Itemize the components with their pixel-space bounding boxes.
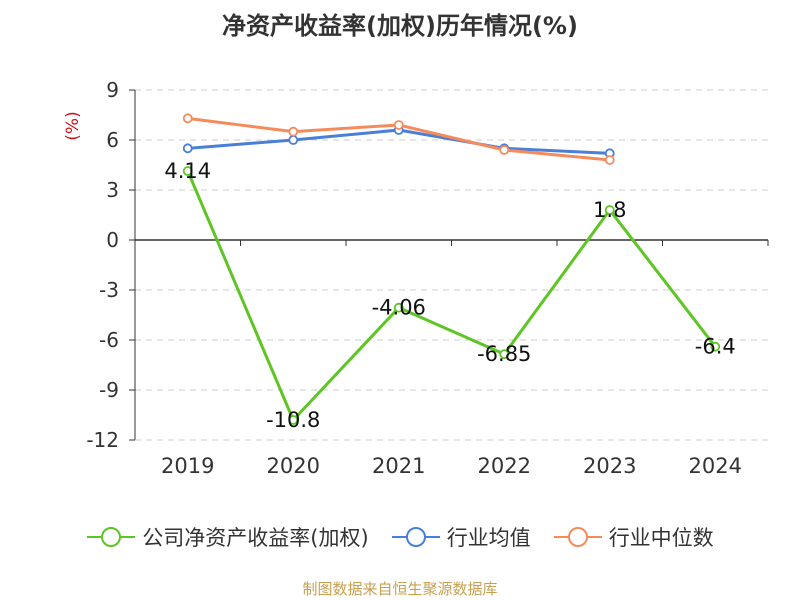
legend-marker-icon: [553, 527, 602, 547]
legend-label: 行业均值: [446, 526, 531, 550]
data-point: [288, 126, 299, 137]
x-tick-label: 2021: [372, 454, 425, 478]
data-point: [393, 302, 404, 313]
y-tick-label: 3: [106, 178, 119, 202]
data-point: [288, 135, 299, 145]
y-tick-label: 9: [106, 78, 119, 102]
data-point: [288, 415, 299, 425]
legend-item[interactable]: 行业均值: [391, 522, 531, 552]
data-point: [710, 341, 721, 352]
y-tick-label: 6: [106, 128, 119, 152]
data-label: 1.8: [593, 198, 626, 222]
y-axis-label: (%): [63, 111, 83, 140]
y-tick-label: -9: [99, 378, 119, 402]
x-tick-label: 2022: [478, 454, 531, 478]
x-tick-label: 2019: [161, 454, 214, 478]
x-tick-label: 2020: [267, 454, 320, 478]
x-tick-label: 2024: [689, 454, 742, 478]
data-point: [393, 120, 404, 130]
data-point: [499, 349, 510, 360]
data-point: [182, 166, 193, 176]
data-point: [182, 113, 193, 124]
data-point: [182, 143, 193, 154]
legend-label: 公司净资产收益率(加权): [142, 526, 369, 550]
data-point: [604, 155, 615, 165]
legend: 公司净资产收益率(加权) 行业均值 行业中位数: [0, 522, 800, 552]
series-line: [186, 170, 717, 422]
data-label: -10.8: [266, 408, 320, 432]
data-label: 4.14: [164, 159, 211, 183]
data-label: -6.85: [477, 342, 531, 366]
y-tick-label: -3: [99, 278, 119, 302]
legend-item[interactable]: 公司净资产收益率(加权): [86, 522, 369, 552]
x-tick-label: 2023: [583, 454, 636, 478]
data-point: [499, 145, 510, 155]
data-point: [604, 205, 615, 215]
y-tick-label: -6: [99, 328, 119, 352]
data-label: -6.4: [695, 335, 736, 359]
legend-item[interactable]: 行业中位数: [553, 522, 714, 552]
legend-marker-icon: [87, 527, 136, 547]
y-tick-label: -12: [86, 428, 119, 452]
legend-marker-icon: [391, 527, 440, 547]
y-tick-label: 0: [106, 228, 119, 252]
legend-label: 行业中位数: [608, 526, 714, 550]
source-note: 制图数据来自恒生聚源数据库: [302, 580, 498, 598]
chart-title: 净资产收益率(加权)历年情况(%): [222, 12, 578, 40]
data-label: -4.06: [372, 296, 426, 320]
